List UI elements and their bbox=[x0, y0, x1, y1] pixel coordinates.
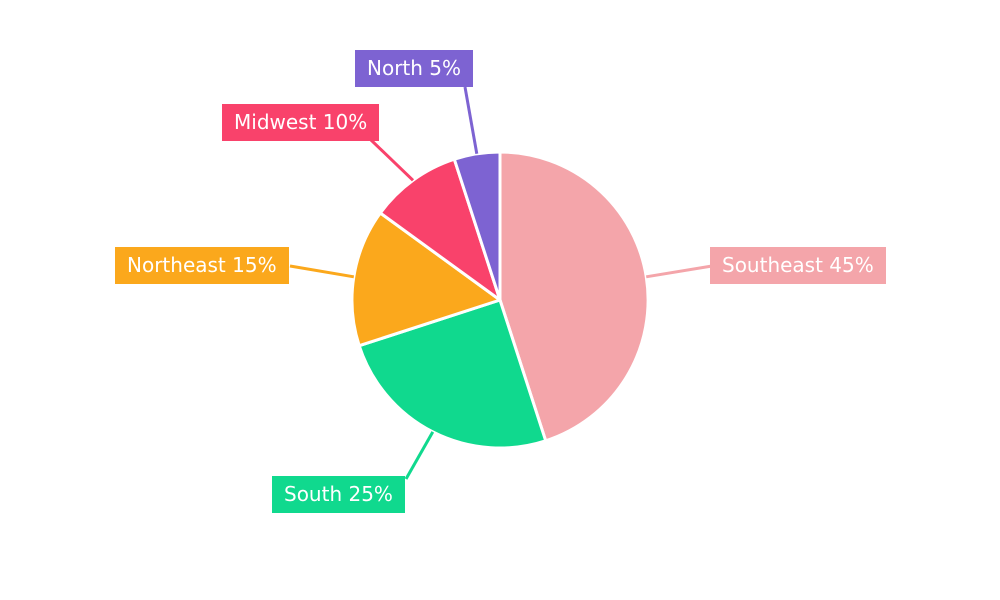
leader-line-northeast bbox=[289, 264, 355, 279]
leader-line-south bbox=[404, 431, 435, 480]
pie-slice-south bbox=[357, 298, 548, 450]
callout-midwest: Midwest 10% bbox=[222, 104, 380, 141]
pie-slice-north bbox=[452, 150, 502, 302]
callout-north: North 5% bbox=[355, 50, 474, 87]
callout-southeast: Southeast 45% bbox=[710, 247, 886, 284]
pie-slice-northeast bbox=[350, 211, 502, 348]
callout-south: South 25% bbox=[272, 476, 405, 513]
leader-line-north bbox=[463, 86, 479, 155]
leader-line-midwest bbox=[369, 138, 415, 182]
callout-northeast: Northeast 15% bbox=[115, 247, 289, 284]
leader-line-southeast bbox=[645, 264, 713, 279]
